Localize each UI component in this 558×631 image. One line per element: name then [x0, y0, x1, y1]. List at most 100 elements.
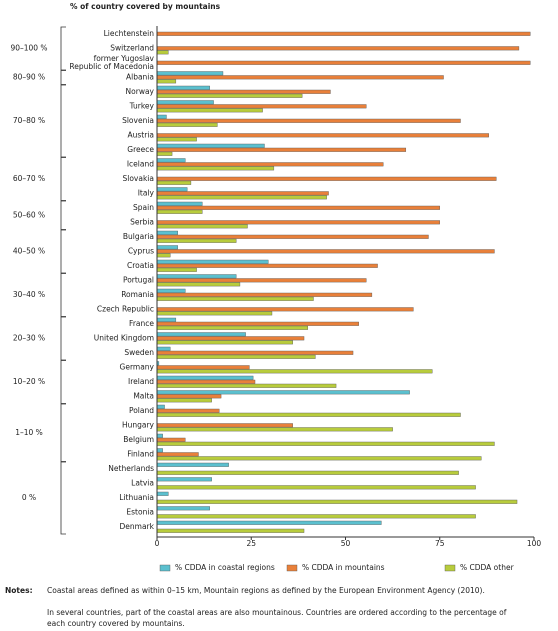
group-label: 50–60 %	[13, 210, 45, 219]
bar	[156, 394, 222, 399]
category-label: Portugal	[123, 276, 154, 285]
bar	[156, 528, 305, 533]
bar	[156, 147, 407, 152]
bar	[156, 209, 203, 214]
note-line: each country covered by mountains.	[47, 619, 185, 628]
legend-swatch	[159, 564, 171, 572]
bar	[156, 452, 199, 457]
bar	[156, 383, 337, 388]
bar	[156, 390, 410, 395]
group-label: 30–40 %	[13, 290, 45, 299]
bar	[156, 162, 384, 167]
bar	[156, 448, 163, 453]
bar	[156, 292, 373, 297]
legend-swatch	[444, 564, 456, 572]
category-label: Estonia	[126, 508, 154, 517]
bar	[156, 245, 178, 250]
bar	[156, 332, 246, 337]
bar	[156, 520, 382, 525]
bar	[156, 398, 212, 403]
bar	[156, 201, 203, 206]
group-bracket	[60, 360, 66, 404]
group-bracket	[60, 200, 66, 230]
group-bracket	[60, 229, 66, 274]
bar	[156, 100, 214, 105]
bar	[156, 234, 429, 239]
bar	[156, 263, 378, 268]
bar	[156, 346, 171, 351]
x-tick-label: 0	[155, 539, 160, 548]
bar	[156, 230, 178, 235]
category-label: Ireland	[128, 377, 154, 386]
bar	[156, 485, 476, 490]
bar	[156, 427, 393, 432]
bar	[156, 158, 186, 163]
bar	[156, 325, 309, 330]
bar	[156, 31, 531, 36]
category-label: Serbia	[130, 218, 154, 227]
category-label: Romania	[121, 290, 154, 299]
bar	[156, 224, 248, 229]
bar	[156, 191, 329, 196]
category-label: Iceland	[127, 160, 154, 169]
bar	[156, 412, 461, 417]
category-label: Italy	[138, 189, 155, 198]
group-label: 60–70 %	[13, 174, 45, 183]
bar	[156, 238, 237, 243]
bar	[156, 375, 254, 380]
group-label: 10–20 %	[13, 377, 45, 386]
group-bracket	[60, 316, 66, 361]
bar	[156, 151, 173, 156]
category-label: Czech Republic	[97, 305, 154, 314]
bar	[156, 296, 314, 301]
category-label: Austria	[128, 131, 155, 140]
bar	[156, 477, 212, 482]
category-label: Netherlands	[108, 464, 154, 473]
bar	[156, 278, 367, 283]
bar	[156, 50, 169, 55]
category-label: Germany	[120, 363, 155, 372]
bar	[156, 340, 293, 345]
notes-label: Notes:	[5, 586, 33, 595]
bar	[156, 317, 177, 322]
x-tick-label: 100	[527, 539, 542, 548]
category-label: Cyprus	[128, 247, 154, 256]
category-label: Belgium	[123, 435, 154, 444]
category-label: Slovakia	[123, 174, 155, 183]
bar	[156, 104, 367, 109]
category-label: Spain	[133, 203, 154, 212]
category-label: Norway	[126, 87, 155, 96]
group-bracket	[60, 70, 66, 85]
bar	[156, 506, 210, 511]
bar	[156, 514, 476, 519]
group-label: 20–30 %	[13, 334, 45, 343]
group-label: 40–50 %	[13, 247, 45, 256]
category-label: Poland	[129, 406, 154, 415]
bar	[156, 89, 331, 94]
bar	[156, 462, 229, 467]
bar	[156, 166, 275, 171]
bar	[156, 114, 167, 119]
group-bracket	[60, 273, 66, 317]
bar	[156, 336, 305, 341]
bar	[156, 195, 327, 200]
category-label: Slovenia	[122, 116, 154, 125]
category-label: France	[129, 319, 154, 328]
group-label: 0 %	[22, 493, 36, 502]
group-bracket	[60, 84, 66, 158]
group-bracket	[60, 461, 66, 535]
category-label: Albania	[126, 73, 154, 82]
group-label: 90–100 %	[10, 44, 47, 53]
x-tick-label: 25	[246, 539, 256, 548]
category-label: Malta	[133, 392, 154, 401]
chart-title: % of country covered by mountains	[70, 2, 221, 11]
bar	[156, 404, 165, 409]
category-label: United Kingdom	[94, 334, 154, 343]
bar	[156, 137, 197, 142]
category-label: Switzerland	[110, 44, 154, 53]
bar	[156, 321, 359, 326]
category-label: Bulgaria	[123, 232, 154, 241]
bar	[156, 369, 433, 374]
legend-swatch	[286, 564, 298, 572]
category-label: Latvia	[131, 479, 154, 488]
